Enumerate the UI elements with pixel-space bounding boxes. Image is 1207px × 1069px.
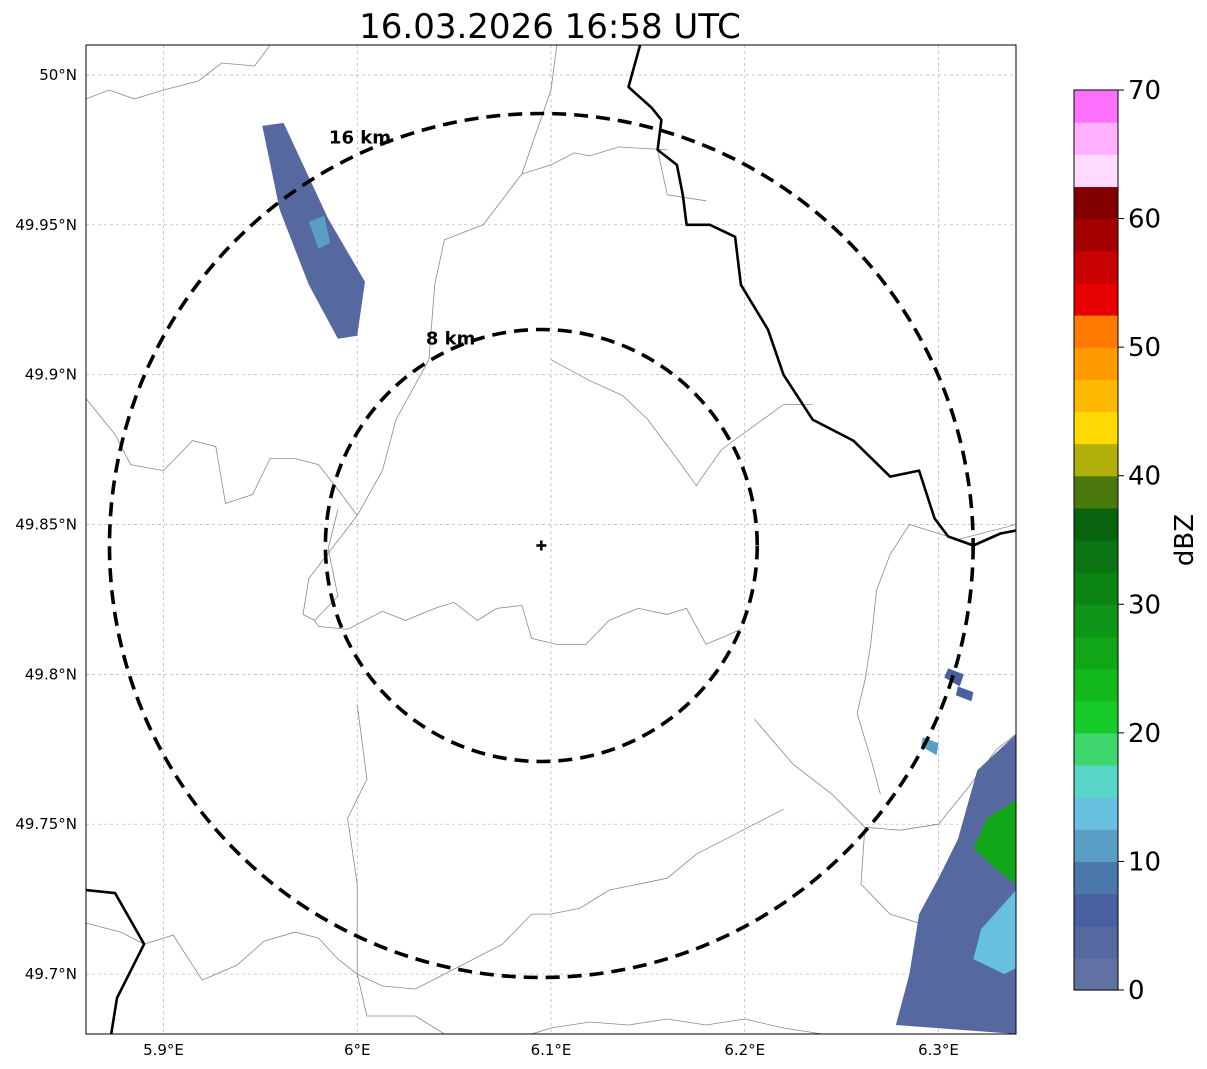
- map-title: 16.03.2026 16:58 UTC: [359, 7, 741, 47]
- colorbar-segment-21: [1074, 282, 1118, 316]
- colorbar-segment-16: [1074, 443, 1118, 477]
- gridlines: [86, 45, 1016, 1034]
- colorbar-segment-26: [1074, 122, 1118, 155]
- colorbar-tick-label-6: 60: [1128, 205, 1161, 235]
- lat-tick-label-4: 49.8°N: [25, 665, 77, 683]
- echo-southeast-cell: [895, 734, 1016, 1034]
- radar-echoes: [262, 122, 1016, 1034]
- echo-southeast-green-core: [973, 800, 1016, 885]
- admin-line-5: [521, 146, 668, 175]
- colorbar-tick-label-7: 70: [1128, 76, 1161, 106]
- colorbar-segment-3: [1074, 861, 1118, 895]
- colorbar: 0 10 20 30 40 50 60 70 dBZ: [1073, 76, 1200, 1006]
- lat-tick-label-2: 49.9°N: [25, 366, 77, 384]
- colorbar-segment-20: [1074, 315, 1118, 348]
- border-northeast: [627, 45, 1016, 547]
- lat-tick-label-6: 49.7°N: [25, 965, 77, 983]
- lat-tick-label-5: 49.75°N: [15, 815, 77, 833]
- colorbar-segment-10: [1074, 636, 1118, 670]
- colorbar-segment-18: [1074, 379, 1118, 413]
- colorbar-segment-23: [1074, 218, 1118, 252]
- admin-line-12: [143, 808, 784, 990]
- colorbar-segment-6: [1074, 765, 1118, 798]
- admin-line-6: [657, 149, 707, 202]
- colorbar-segment-0: [1074, 957, 1118, 991]
- colorbar-tick-label-0: 0: [1128, 976, 1145, 1006]
- colorbar-segment-13: [1074, 540, 1118, 573]
- range-ring-label-16km: 16 km: [329, 128, 391, 149]
- admin-line-2: [86, 398, 358, 516]
- admin-line-10: [856, 524, 1016, 795]
- country-borders: [86, 45, 1016, 1034]
- lon-tick-label-2: 6.1°E: [531, 1041, 572, 1059]
- admin-line-9: [860, 827, 939, 930]
- admin-line-7: [550, 359, 813, 487]
- axis-ticks: 5.9°E 6°E 6.1°E 6.2°E 6.3°E 50°N 49.95°N 49.9°N…: [15, 66, 959, 1059]
- lon-tick-label-1: 6°E: [344, 1041, 371, 1059]
- colorbar-segment-14: [1074, 507, 1118, 541]
- colorbar-segment-19: [1074, 347, 1118, 380]
- colorbar-segment-15: [1074, 475, 1118, 509]
- range-ring-label-8km: 8 km: [426, 329, 476, 350]
- colorbar-segment-8: [1074, 700, 1118, 734]
- admin-line-11: [86, 922, 145, 945]
- lon-tick-label-4: 6.3°E: [918, 1041, 959, 1059]
- admin-line-13: [347, 704, 445, 1034]
- colorbar-segment-11: [1074, 604, 1118, 638]
- colorbar-segment-7: [1074, 732, 1118, 766]
- colorbar-segment-22: [1074, 250, 1118, 284]
- colorbar-tick-label-4: 40: [1128, 462, 1161, 492]
- colorbar-segment-25: [1074, 154, 1118, 188]
- echo-east-fragment-2: [955, 686, 974, 702]
- admin-line-3: [314, 509, 742, 645]
- lon-tick-label-0: 5.9°E: [143, 1041, 184, 1059]
- admin-line-4: [356, 45, 558, 516]
- colorbar-segment-24: [1074, 186, 1118, 220]
- range-rings: 8 km 16 km: [107, 111, 975, 980]
- colorbar-tick-label-3: 30: [1128, 590, 1161, 620]
- colorbar-segment-27: [1074, 90, 1118, 123]
- range-ring-8km: [323, 327, 760, 764]
- colorbar-tick-label-1: 10: [1128, 847, 1161, 877]
- lat-tick-label-0: 50°N: [39, 66, 77, 84]
- colorbar-segment-1: [1074, 925, 1118, 959]
- lat-tick-label-3: 49.85°N: [15, 516, 77, 534]
- plot-frame: [85, 44, 1017, 1035]
- colorbar-segment-9: [1074, 668, 1118, 702]
- range-ring-16km: [107, 111, 975, 980]
- colorbar-tick-label-2: 20: [1128, 719, 1161, 749]
- admin-line-1: [86, 45, 271, 100]
- echo-southeast-cyan-core: [973, 890, 1016, 975]
- lon-tick-label-3: 6.2°E: [724, 1041, 765, 1059]
- colorbar-segment-4: [1074, 829, 1118, 863]
- admin-line-15: [302, 515, 358, 621]
- colorbar-segment-17: [1074, 411, 1118, 445]
- border-southwest: [86, 888, 146, 1034]
- colorbar-segment-5: [1074, 797, 1118, 830]
- lat-tick-label-1: 49.95°N: [15, 216, 77, 234]
- colorbar-label: dBZ: [1170, 514, 1200, 566]
- echo-northwest-core: [308, 215, 331, 249]
- colorbar-segment-2: [1074, 893, 1118, 927]
- admin-line-14: [531, 1018, 823, 1034]
- colorbar-tick-label-5: 50: [1128, 333, 1161, 363]
- colorbar-segment-12: [1074, 572, 1118, 605]
- colorbar-frame: [1073, 89, 1119, 991]
